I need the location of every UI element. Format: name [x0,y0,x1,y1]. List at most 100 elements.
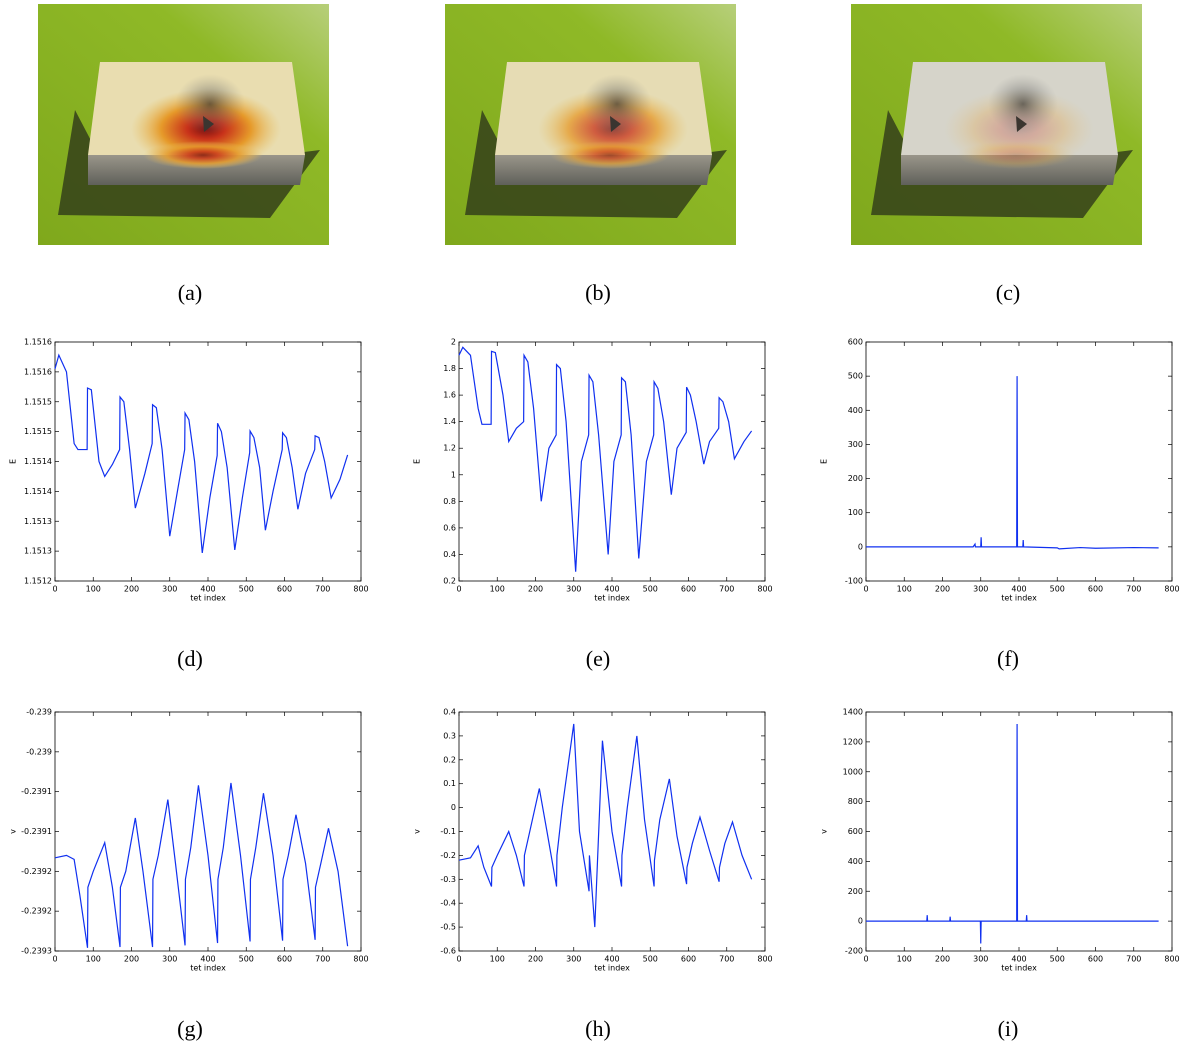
y-tick-label: 0 [451,803,456,812]
x-tick-label: 300 [973,955,988,964]
x-tick-label: 800 [1164,585,1179,594]
figure: (a)(b)(c)1.15121.15131.15131.15141.15141… [0,0,1184,1053]
y-tick-label: 1.6 [443,391,456,400]
x-tick-label: 300 [162,955,177,964]
y-tick-label: 200 [848,887,863,896]
x-tick-label: 500 [643,955,658,964]
caption: (f) [997,646,1019,671]
y-tick-label: -0.2391 [21,787,52,796]
y-axis-label: v [413,829,422,834]
x-tick-label: 0 [52,585,57,594]
y-tick-label: 800 [848,797,863,806]
x-tick-label: 600 [277,955,292,964]
stress-spot [143,141,263,169]
x-tick-label: 300 [973,585,988,594]
x-tick-label: 100 [86,955,101,964]
y-tick-label: 0 [858,542,863,551]
caption: (a) [178,280,202,305]
y-tick-label: 1.1516 [24,367,52,376]
y-tick-label: 0.4 [443,550,456,559]
plot-frame [459,342,765,581]
y-tick-label: -0.2393 [21,947,52,956]
rendered-image [445,4,736,245]
stress-spot [956,141,1076,169]
y-axis-label: v [9,829,18,834]
y-tick-label: 0.1 [443,779,456,788]
x-tick-label: 300 [566,585,581,594]
x-tick-label: 500 [239,585,254,594]
caption: (i) [998,1016,1019,1041]
x-axis-label: tet index [1001,594,1037,603]
y-tick-label: -200 [845,947,863,956]
y-axis-label: v [820,829,829,834]
x-axis-label: tet index [190,594,226,603]
x-tick-label: 500 [239,955,254,964]
plot-frame [55,342,361,581]
y-tick-label: 0.6 [443,523,456,532]
x-tick-label: 100 [490,955,505,964]
caption: (d) [177,646,203,671]
x-tick-label: 200 [124,585,139,594]
y-tick-label: 1 [451,470,456,479]
x-tick-label: 600 [1088,585,1103,594]
y-tick-label: 0.3 [443,731,456,740]
y-tick-label: -0.5 [440,923,456,932]
y-axis-label: E [9,459,18,464]
x-tick-label: 400 [1011,585,1026,594]
x-tick-label: 600 [681,585,696,594]
y-tick-label: -0.239 [26,708,52,717]
y-tick-label: -100 [845,577,863,586]
y-tick-label: 0.4 [443,708,456,717]
x-tick-label: 700 [1126,585,1141,594]
x-tick-label: 800 [757,585,772,594]
x-tick-label: 400 [604,955,619,964]
y-tick-label: 1400 [843,708,863,717]
x-tick-label: 800 [353,955,368,964]
y-tick-label: 0.8 [443,497,456,506]
x-tick-label: 700 [719,585,734,594]
y-tick-label: -0.239 [26,747,52,756]
x-tick-label: 100 [86,585,101,594]
y-tick-label: -0.2391 [21,827,52,836]
x-tick-label: 300 [566,955,581,964]
y-tick-label: 1.8 [443,364,456,373]
y-tick-label: 1.1514 [24,487,52,496]
y-tick-label: 1.1513 [24,517,52,526]
x-tick-label: 200 [528,585,543,594]
x-tick-label: 200 [935,955,950,964]
y-tick-label: -0.2 [440,851,456,860]
y-tick-label: 1.1516 [24,338,52,347]
x-tick-label: 300 [162,585,177,594]
stress-spot [550,141,670,169]
chart: 1.15121.15131.15131.15141.15141.15151.15… [9,338,369,672]
y-tick-label: 400 [848,406,863,415]
y-tick-label: 1.1513 [24,547,52,556]
x-tick-label: 200 [935,585,950,594]
y-tick-label: -0.3 [440,875,456,884]
x-axis-label: tet index [1001,964,1037,973]
x-tick-label: 700 [719,955,734,964]
y-tick-label: 0.2 [443,755,456,764]
y-tick-label: 600 [848,338,863,347]
y-tick-label: 1200 [843,737,863,746]
rendered-image [851,4,1142,245]
x-tick-label: 600 [681,955,696,964]
x-tick-label: 500 [1050,585,1065,594]
x-tick-label: 400 [200,585,215,594]
y-axis-label: E [413,459,422,464]
x-tick-label: 800 [353,585,368,594]
y-tick-label: -0.2392 [21,867,52,876]
x-tick-label: 800 [757,955,772,964]
x-tick-label: 400 [200,955,215,964]
y-tick-label: 1000 [843,767,863,776]
y-tick-label: 1.1512 [24,577,52,586]
x-tick-label: 500 [643,585,658,594]
x-tick-label: 700 [315,955,330,964]
x-tick-label: 200 [528,955,543,964]
y-tick-label: 600 [848,827,863,836]
y-tick-label: 1.2 [443,444,456,453]
x-tick-label: 600 [1088,955,1103,964]
